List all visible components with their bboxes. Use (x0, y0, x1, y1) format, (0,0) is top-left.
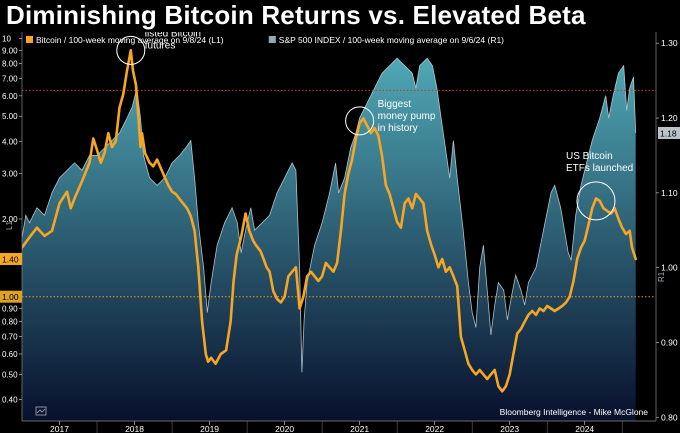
annotation-text: money pump (378, 111, 436, 122)
reference-value-tag (0, 290, 22, 303)
annotation-text: futures (145, 40, 176, 51)
right-axis-tick-label: 1.30 (661, 38, 678, 48)
left-axis-tick-label: 0.40 (2, 395, 18, 404)
annotation-text: ETFs launched (566, 163, 633, 174)
x-axis-tick-label: 2019 (200, 424, 219, 433)
left-axis-tick-label: 0.70 (2, 333, 18, 342)
left-axis-label: L1 (5, 221, 14, 230)
right-axis-tick-label: 0.90 (661, 337, 678, 347)
chart-type-icon[interactable] (35, 406, 47, 416)
right-axis-tick-label: 1.20 (661, 113, 678, 123)
right-axis-tick-label: 1.00 (661, 263, 678, 273)
x-axis-tick-label: 2021 (350, 424, 369, 433)
right-axis-tick-label: 1.10 (661, 188, 678, 198)
left-axis-tick-label: 8.00 (2, 60, 18, 69)
source-credit: Bloomberg Intelligence - Mike McGlone (500, 407, 649, 417)
reference-value-label: 1.00 (2, 292, 19, 302)
annotation-circle (116, 35, 146, 65)
right-axis-tick-label: 0.80 (661, 412, 678, 422)
chart-title: Diminishing Bitcoin Returns vs. Elevated… (6, 0, 586, 30)
annotation-text: US Bitcoin (566, 151, 613, 162)
sp500-last-value-label: 1.18 (660, 128, 677, 138)
legend-marker-1 (26, 36, 33, 43)
left-axis-tick-label: 0.90 (2, 305, 18, 314)
legend-marker-2 (268, 36, 276, 43)
bitcoin-last-value-tag (0, 252, 22, 265)
annotation-circle (345, 106, 375, 136)
left-axis-tick-label: 7.00 (2, 75, 18, 84)
left-axis-tick-label: 3.00 (2, 170, 18, 179)
annotation-circle (576, 181, 616, 221)
annotation-text: listed Bitcoin (145, 32, 201, 39)
left-axis-tick-label: 5.00 (2, 112, 18, 121)
legend-label-1: Bitcoin / 100-week moving average on 9/8… (36, 35, 224, 45)
x-axis-tick-label: 2023 (500, 424, 519, 433)
x-axis-tick-label: 2022 (425, 424, 444, 433)
left-axis-tick-label: 0.60 (2, 350, 18, 359)
left-axis-tick-label: 4.00 (2, 137, 18, 146)
x-axis-tick-label: 2017 (50, 424, 69, 433)
left-axis-tick-label: 6.00 (2, 92, 18, 101)
chart-type-icon-glyph (36, 408, 46, 414)
bitcoin-line (20, 49, 637, 393)
x-axis-tick-label: 2024 (575, 424, 594, 433)
x-axis-tick-label: 2018 (125, 424, 144, 433)
right-axis-background (656, 32, 680, 433)
x-axis-tick-label: 2020 (275, 424, 294, 433)
left-axis-tick-label: 9.00 (2, 46, 18, 55)
left-axis-tick-label: 2.00 (2, 215, 18, 224)
left-axis-tick-label: 0.80 (2, 318, 18, 327)
annotation-text: in history (378, 123, 418, 134)
bitcoin-last-value-label: 1.40 (2, 254, 19, 264)
left-axis-tick-label: 0.50 (2, 370, 18, 379)
legend-label-2: S&P 500 INDEX / 100-week moving average … (279, 35, 504, 45)
sp500-area (22, 58, 636, 421)
left-axis-background (0, 32, 22, 421)
annotation-text: Biggest (378, 99, 412, 110)
sp500-last-value-tag (658, 126, 680, 139)
right-axis-label: R1 (657, 271, 666, 282)
left-axis-tick-label: 10 (2, 35, 11, 44)
